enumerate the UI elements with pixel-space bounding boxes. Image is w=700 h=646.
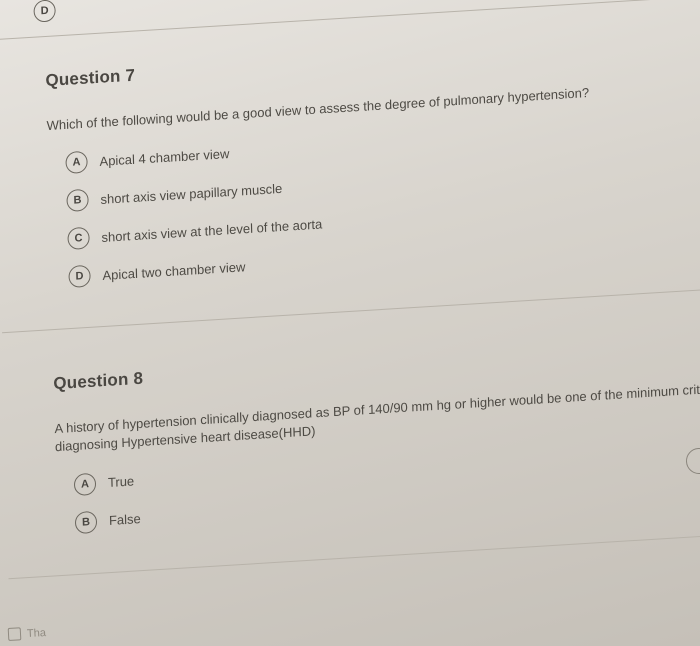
option-text: short axis view at the level of the aort…: [101, 216, 322, 245]
question-7-block: Question 7 Which of the following would …: [0, 0, 700, 319]
option-letter: B: [82, 516, 90, 528]
question-title: Question 8: [53, 331, 700, 394]
bottom-fragment: Tha: [8, 626, 47, 641]
option-text: Apical two chamber view: [102, 259, 245, 283]
option-letter: C: [74, 232, 82, 244]
option-letter: B: [73, 194, 81, 206]
question-8-block: Question 8 A history of hypertension cli…: [0, 286, 700, 564]
option-letter-circle: C: [67, 227, 90, 250]
option-letter: A: [72, 156, 80, 168]
option-letter: D: [40, 5, 48, 17]
options-list: A Apical 4 chamber view B short axis vie…: [65, 110, 700, 288]
option-letter-circle: A: [74, 472, 97, 495]
flag-icon: [8, 627, 22, 641]
option-letter-circle[interactable]: D: [33, 0, 56, 23]
option-letter-circle: B: [66, 189, 89, 212]
option-text: False: [109, 511, 141, 528]
option-letter: A: [81, 478, 89, 490]
option-letter: D: [75, 270, 83, 282]
quiz-page: D Question 7 Which of the following woul…: [0, 0, 700, 579]
option-text: short axis view papillary muscle: [100, 181, 282, 207]
question-title: Question 7: [45, 28, 700, 91]
fragment-text: Tha: [27, 627, 47, 640]
option-letter-circle: D: [68, 265, 91, 288]
option-letter-circle: B: [75, 510, 98, 533]
option-letter-circle: A: [65, 151, 88, 174]
option-text: Apical 4 chamber view: [99, 146, 229, 169]
option-text: True: [108, 473, 135, 490]
